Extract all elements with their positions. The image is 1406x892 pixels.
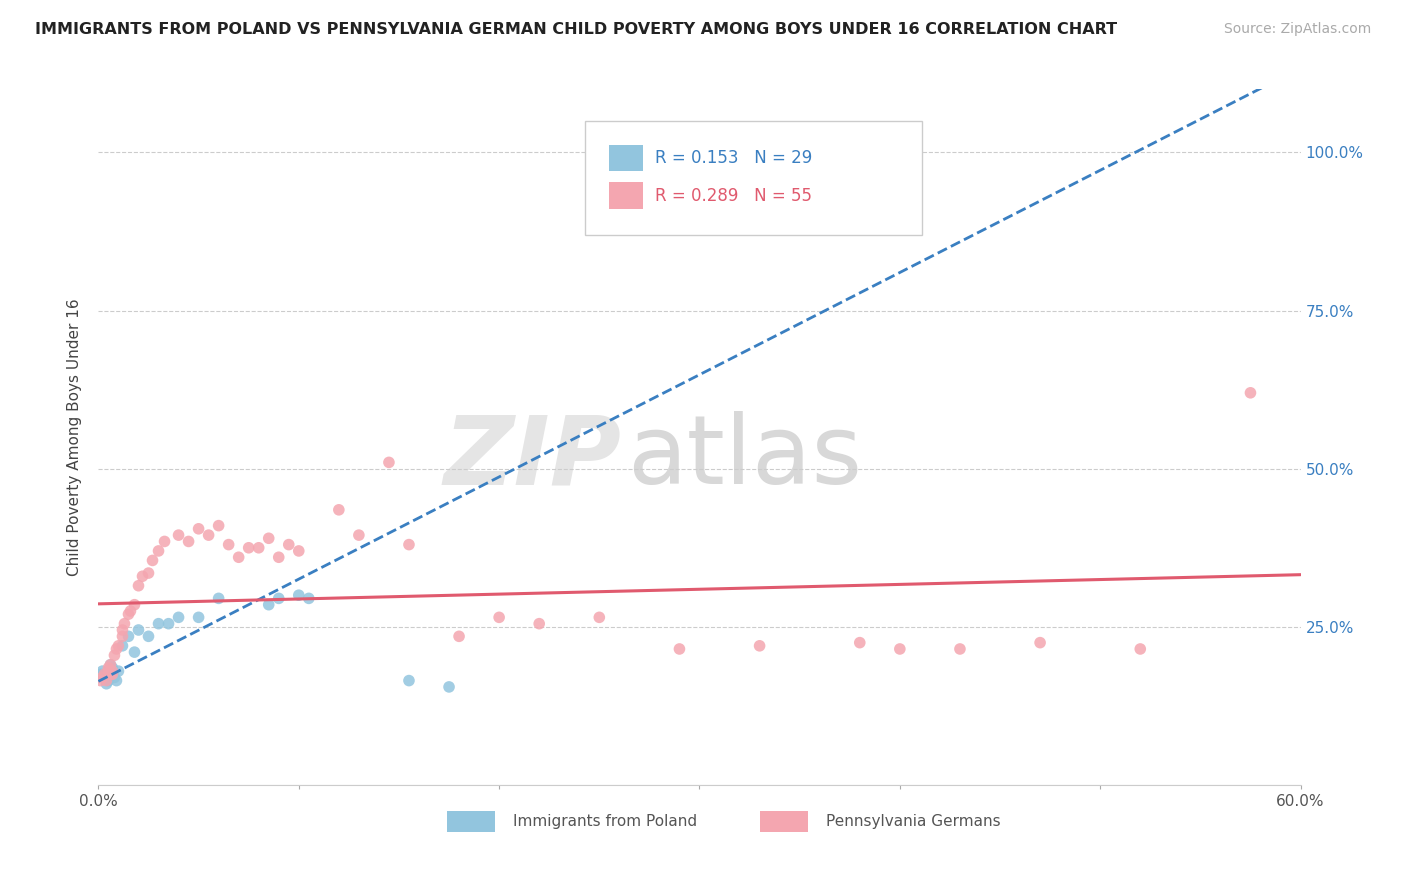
Point <box>228 550 250 565</box>
Point <box>100 667 122 681</box>
Point <box>120 604 142 618</box>
Point <box>138 629 160 643</box>
Text: ZIP: ZIP <box>443 411 621 505</box>
Point <box>105 642 128 657</box>
Point <box>378 455 401 469</box>
Point <box>167 528 190 542</box>
Point <box>101 661 124 675</box>
Bar <box>609 145 643 171</box>
Text: Pennsylvania Germans: Pennsylvania Germans <box>825 814 1000 830</box>
Point <box>101 667 124 681</box>
Point <box>267 550 290 565</box>
Point <box>488 610 510 624</box>
Point <box>288 588 311 602</box>
Point <box>153 534 176 549</box>
FancyBboxPatch shape <box>585 120 922 235</box>
Point <box>187 610 209 624</box>
Point <box>91 670 114 684</box>
Point <box>131 569 153 583</box>
Point <box>187 522 209 536</box>
Bar <box>447 812 495 832</box>
Point <box>218 538 240 552</box>
Text: R = 0.289   N = 55: R = 0.289 N = 55 <box>655 186 813 204</box>
Point <box>101 664 124 678</box>
Point <box>157 616 180 631</box>
Point <box>97 661 120 675</box>
Point <box>111 639 134 653</box>
Point <box>124 598 146 612</box>
Bar <box>759 812 807 832</box>
Point <box>949 642 972 657</box>
Point <box>257 531 280 545</box>
Point <box>889 642 911 657</box>
Point <box>138 566 160 580</box>
Point <box>93 670 115 684</box>
Text: IMMIGRANTS FROM POLAND VS PENNSYLVANIA GERMAN CHILD POVERTY AMONG BOYS UNDER 16 : IMMIGRANTS FROM POLAND VS PENNSYLVANIA G… <box>35 22 1118 37</box>
Point <box>103 670 125 684</box>
Point <box>288 544 311 558</box>
Point <box>100 667 122 681</box>
Text: Immigrants from Poland: Immigrants from Poland <box>513 814 697 830</box>
Point <box>347 528 370 542</box>
Point <box>1029 635 1052 649</box>
Point <box>89 667 111 681</box>
Point <box>298 591 321 606</box>
Point <box>97 664 120 678</box>
Point <box>447 629 470 643</box>
Point <box>103 648 125 663</box>
Point <box>105 673 128 688</box>
Point <box>96 677 118 691</box>
Point <box>117 607 139 622</box>
Point <box>93 667 115 681</box>
Text: R = 0.153   N = 29: R = 0.153 N = 29 <box>655 149 813 167</box>
Point <box>148 544 170 558</box>
Point <box>97 664 120 678</box>
Point <box>1239 385 1261 400</box>
Point <box>437 680 460 694</box>
Point <box>114 616 136 631</box>
Point <box>758 164 780 178</box>
Point <box>247 541 270 555</box>
Point <box>177 534 200 549</box>
Bar <box>609 183 643 209</box>
Point <box>89 673 111 688</box>
Point <box>529 616 551 631</box>
Point <box>668 642 690 657</box>
Point <box>1129 642 1152 657</box>
Point <box>257 598 280 612</box>
Point <box>100 657 122 672</box>
Point <box>398 538 420 552</box>
Point <box>128 579 150 593</box>
Point <box>398 673 420 688</box>
Point <box>238 541 260 555</box>
Point <box>588 610 610 624</box>
Point <box>107 664 129 678</box>
Point <box>96 673 118 688</box>
Point <box>148 616 170 631</box>
Point <box>748 639 770 653</box>
Point <box>267 591 290 606</box>
Text: Source: ZipAtlas.com: Source: ZipAtlas.com <box>1223 22 1371 37</box>
Point <box>141 553 163 567</box>
Point <box>208 518 231 533</box>
Point <box>111 629 134 643</box>
Point <box>91 664 114 678</box>
Point <box>849 635 872 649</box>
Point <box>124 645 146 659</box>
Point <box>117 629 139 643</box>
Point <box>107 639 129 653</box>
Point <box>97 673 120 688</box>
Point <box>128 623 150 637</box>
Point <box>277 538 299 552</box>
Text: atlas: atlas <box>627 411 862 505</box>
Y-axis label: Child Poverty Among Boys Under 16: Child Poverty Among Boys Under 16 <box>67 298 83 576</box>
Point <box>197 528 219 542</box>
Point <box>111 623 134 637</box>
Point <box>328 503 350 517</box>
Point <box>208 591 231 606</box>
Point <box>167 610 190 624</box>
Point <box>100 657 122 672</box>
